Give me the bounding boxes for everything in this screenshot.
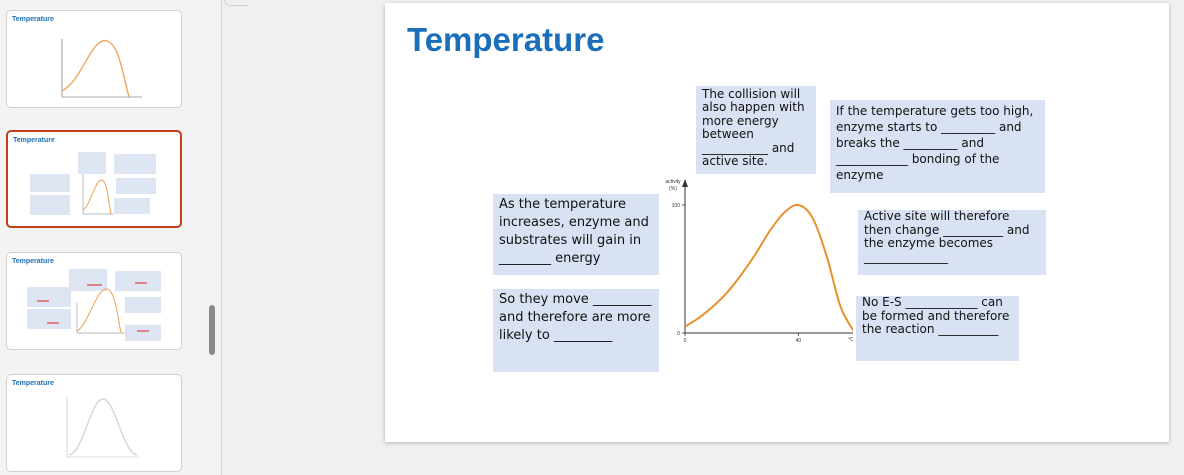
textbox-too-high[interactable]: If the temperature gets too high, enzyme… [830, 100, 1045, 193]
activity-curve [684, 203, 853, 332]
slide-thumbnail-4[interactable]: Temperature [6, 374, 182, 472]
thumbnail-title: Temperature [12, 380, 54, 387]
thumbnail-slide-preview [27, 269, 161, 341]
pane-splitter [224, 0, 248, 6]
thumbnail-graph [61, 39, 142, 98]
x-tick-label: 0 [684, 338, 687, 344]
chart-axes [682, 179, 853, 334]
thumbnail-slide-preview [30, 152, 156, 215]
y-tick-label: 100 [672, 203, 681, 209]
textbox-temperature-increases[interactable]: As the temperature increases, enzyme and… [493, 194, 659, 275]
y-axis-label: activity [665, 179, 681, 185]
y-axis-unit: (%) [669, 186, 677, 192]
textbox-so-they-move[interactable]: So they move _________ and therefore are… [493, 289, 659, 372]
thumbnail-title: Temperature [12, 258, 54, 265]
thumbnail-graph [66, 397, 139, 458]
slide-thumbnail-2[interactable]: Temperature [6, 130, 182, 228]
thumbnail-title: Temperature [13, 137, 55, 144]
textbox-no-es[interactable]: No E-S ____________ can be formed and th… [856, 295, 1019, 361]
thumbnail-scrollbar[interactable] [209, 305, 215, 355]
slide-thumbnail-1[interactable]: Temperature [6, 10, 182, 108]
y-tick-label: 0 [677, 331, 680, 337]
enzyme-activity-chart[interactable]: activity (%) °C 0 100 0 40 [653, 173, 853, 353]
slide-thumbnail-panel: Temperature Temperature Temperature [0, 0, 222, 475]
textbox-active-site[interactable]: Active site will therefore then change _… [858, 209, 1046, 275]
slide-title[interactable]: Temperature [407, 21, 605, 58]
x-axis-label: °C [848, 337, 853, 343]
thumbnail-title: Temperature [12, 16, 54, 23]
textbox-collision[interactable]: The collision will also happen with more… [696, 86, 816, 174]
x-tick-label: 40 [796, 338, 802, 344]
chart-ticks: 0 100 0 40 [672, 203, 802, 344]
y-axis-arrow [682, 179, 688, 187]
slide-thumbnail-3[interactable]: Temperature [6, 252, 182, 350]
slide-canvas[interactable]: Temperature The collision will also happ… [385, 3, 1169, 442]
